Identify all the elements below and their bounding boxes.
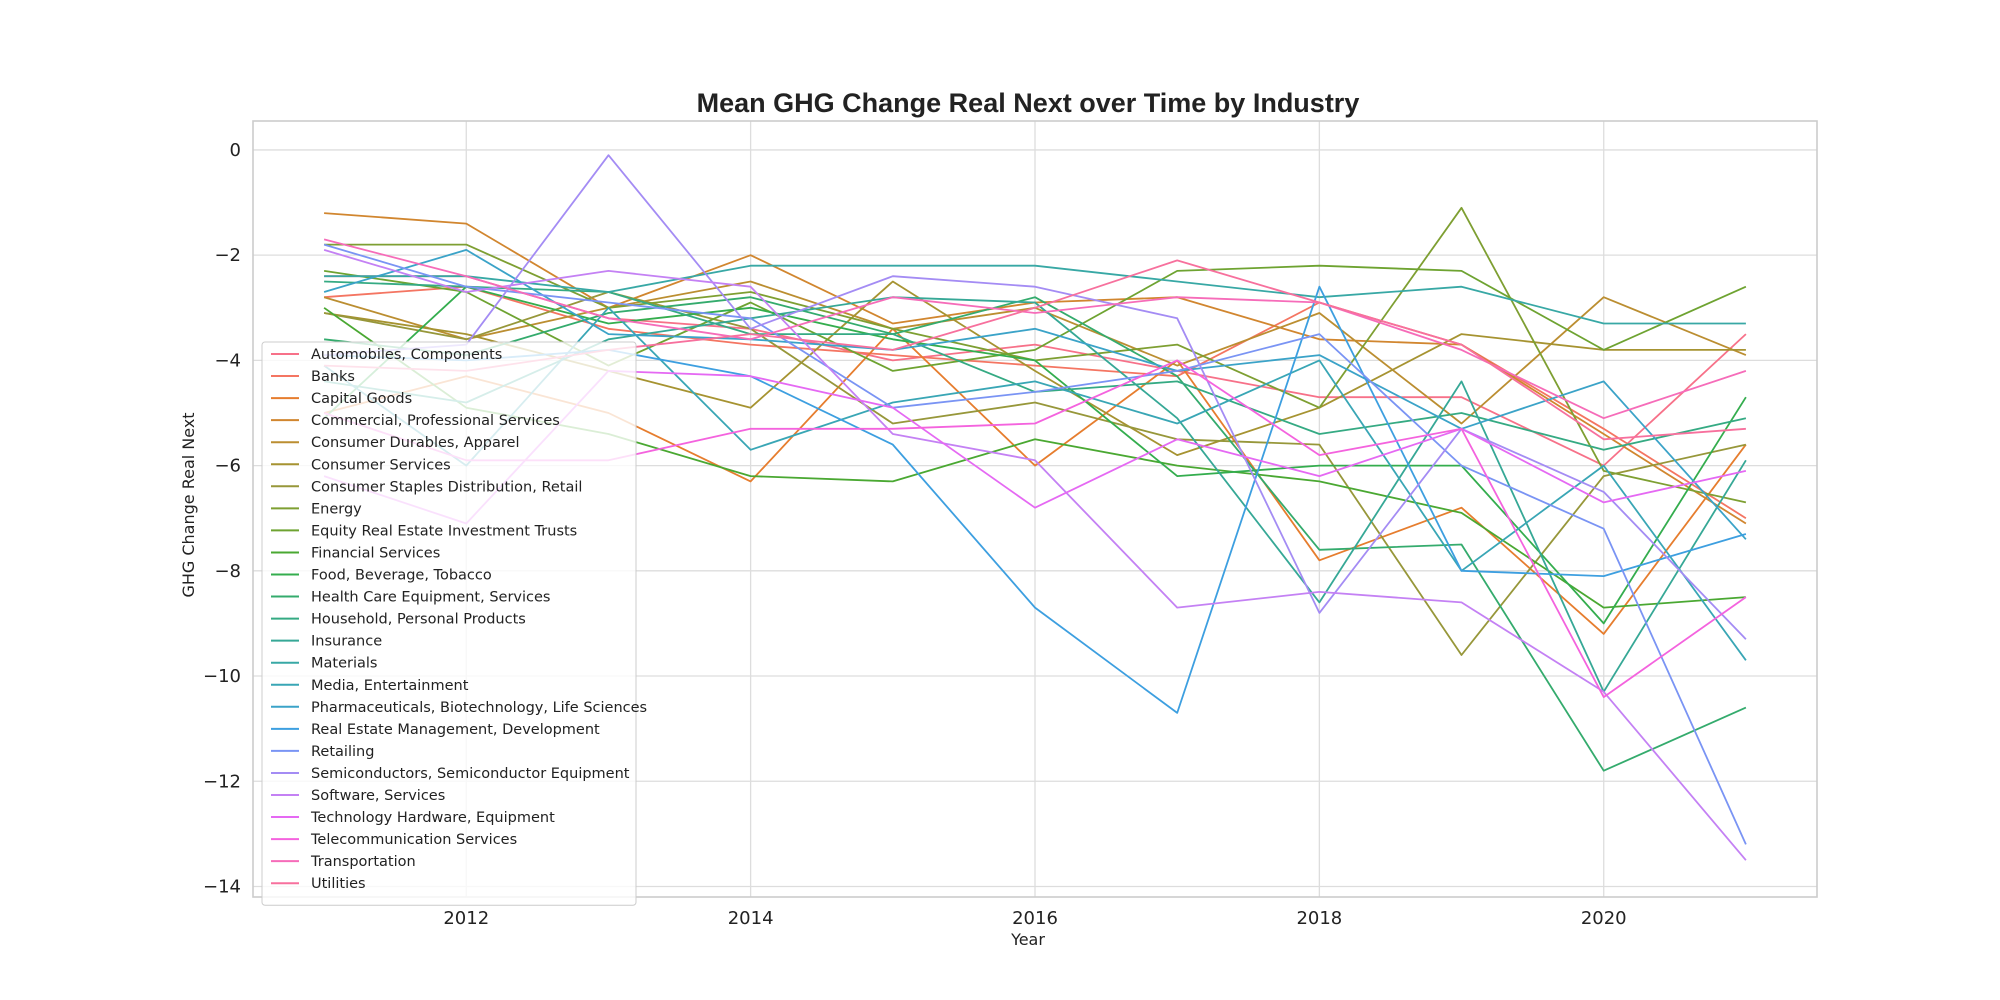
series-line-17 xyxy=(323,248,1747,540)
x-tick-label: 2016 xyxy=(1012,908,1058,929)
y-tick-label: −10 xyxy=(203,666,241,687)
y-tick-label: −4 xyxy=(214,350,241,371)
series-line-9 xyxy=(323,264,1747,372)
legend-label: Media, Entertainment xyxy=(311,678,469,694)
x-tick-label: 2012 xyxy=(443,908,489,929)
y-tick-label: −8 xyxy=(214,561,241,582)
series-line-24 xyxy=(323,238,1747,420)
y-tick-label: −6 xyxy=(214,456,241,477)
series-line-20 xyxy=(324,154,1747,640)
series-line-21 xyxy=(323,249,1747,861)
series-line-19 xyxy=(323,243,1747,845)
x-tick-label: 2014 xyxy=(728,908,774,929)
series-line-7 xyxy=(323,291,1747,656)
legend-label: Financial Services xyxy=(311,545,440,561)
y-tick-label: −14 xyxy=(203,876,241,897)
legend-label: Consumer Durables, Apparel xyxy=(311,435,519,451)
legend-label: Telecommunication Services xyxy=(310,832,517,848)
legend-label: Transportation xyxy=(310,854,416,870)
legend-label: Energy xyxy=(311,501,362,517)
legend-label: Household, Personal Products xyxy=(311,612,526,628)
legend-label: Consumer Services xyxy=(311,457,451,473)
legend-label: Capital Goods xyxy=(311,391,412,407)
legend-label: Banks xyxy=(311,369,355,385)
x-tick-label: 2018 xyxy=(1296,908,1342,929)
series-line-15 xyxy=(324,264,1746,325)
legend-label: Retailing xyxy=(311,744,374,760)
legend-label: Semiconductors, Semiconductor Equipment xyxy=(311,766,630,782)
legend-label: Automobiles, Components xyxy=(311,347,502,363)
legend-label: Materials xyxy=(311,656,377,672)
tick-labels: 2012 2014 2016 2018 2020 0 −2 −4 −6 −8 −10 −12 −14 xyxy=(203,140,1627,929)
series-lines xyxy=(323,154,1747,861)
legend-label: Consumer Staples Distribution, Retail xyxy=(311,479,582,495)
y-tick-label: −12 xyxy=(203,771,241,792)
legend-label: Technology Hardware, Equipment xyxy=(310,810,555,826)
y-tick-label: −2 xyxy=(214,245,241,266)
y-tick-label: 0 xyxy=(230,140,241,161)
x-axis-label: Year xyxy=(1010,930,1045,949)
legend-label: Utilities xyxy=(311,876,366,892)
legend-label: Insurance xyxy=(311,634,382,650)
plot-frame xyxy=(252,120,1818,898)
legend-label: Pharmaceuticals, Biotechnology, Life Sci… xyxy=(311,700,647,716)
y-axis-label: GHG Change Real Next xyxy=(179,412,198,597)
chart-title: Mean GHG Change Real Next over Time by I… xyxy=(697,88,1360,118)
legend-label: Equity Real Estate Investment Trusts xyxy=(311,523,577,539)
legend-label: Food, Beverage, Tobacco xyxy=(311,568,492,584)
legend: Automobiles, Components Banks Capital Good… xyxy=(261,341,647,906)
x-tick-label: 2020 xyxy=(1581,908,1627,929)
legend-label: Health Care Equipment, Services xyxy=(311,590,550,606)
series-line-12 xyxy=(324,296,1747,772)
legend-frame xyxy=(261,341,637,906)
legend-label: Software, Services xyxy=(311,788,445,804)
legend-label: Real Estate Management, Development xyxy=(311,722,600,738)
legend-label: Commercial, Professional Services xyxy=(311,413,560,429)
